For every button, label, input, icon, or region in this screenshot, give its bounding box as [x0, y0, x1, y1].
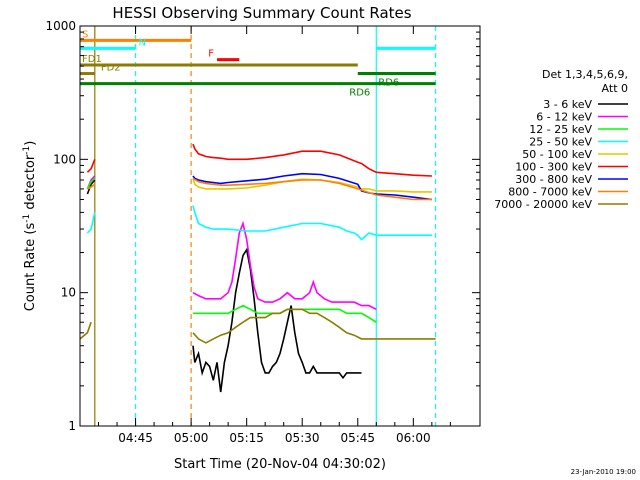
legend-label-5: 100 - 300 keV	[515, 161, 592, 174]
y-tick-label-0: 1	[68, 419, 76, 433]
x-tick-label-3: 05:30	[285, 431, 320, 445]
flag-label-7: RD6	[378, 78, 399, 89]
legend-label-2: 12 - 25 keV	[529, 123, 592, 136]
flag-label-4: FD1	[82, 54, 102, 65]
flag-label-3: F	[208, 49, 214, 60]
legend-label-1: 6 - 12 keV	[536, 111, 592, 124]
y-tick-label-3: 1000	[45, 19, 76, 33]
y-axis-label: Count Rate (s-1 detector-1)	[22, 141, 38, 312]
footer-date: 23-Jan-2010 19:00	[571, 468, 636, 476]
y-axis-label-sup1: -1	[22, 214, 32, 223]
series-line-0-1	[192, 247, 362, 393]
legend-label-8: 7000 - 20000 keV	[494, 198, 592, 211]
series-line-8-1	[192, 308, 436, 344]
legend-label-4: 50 - 100 keV	[522, 148, 592, 161]
y-axis-label-part3: )	[23, 141, 38, 146]
x-axis-label: Start Time (20-Nov-04 04:30:02)	[174, 457, 386, 472]
series-line-2-0	[86, 177, 96, 190]
series-line-8-0	[79, 321, 92, 340]
x-tick-label-0: 04:45	[118, 431, 153, 445]
series-line-3-0	[86, 212, 96, 234]
legend-header-line1: Det 1,3,4,5,6,9,	[542, 68, 628, 81]
y-tick-label-2: 100	[53, 152, 76, 166]
flag-label-1: N	[139, 37, 146, 48]
y-axis-ticks: 1 10 100 1000	[45, 19, 480, 433]
x-tick-label-5: 06:00	[396, 431, 431, 445]
series-line-5-1	[192, 143, 432, 177]
x-tick-label-2: 05:15	[229, 431, 264, 445]
series-line-7-1	[192, 177, 432, 201]
series-line-7-0	[87, 183, 96, 190]
y-axis-label-part1: Count Rate (s	[23, 223, 38, 312]
legend-label-6: 300 - 800 keV	[515, 173, 592, 186]
x-tick-label-1: 05:00	[174, 431, 209, 445]
x-axis-ticks: 04:45 05:00 05:15 05:30 05:45 06:00	[98, 26, 451, 445]
series-line-0-0	[86, 179, 96, 195]
series-line-5-0	[86, 159, 96, 173]
legend-label-0: 3 - 6 keV	[543, 98, 592, 111]
flag-label-5: FD2	[101, 63, 121, 74]
y-axis-label-sup2: -1	[22, 146, 32, 155]
plot-frame	[79, 25, 481, 427]
y-axis-label-part2: detector	[23, 154, 38, 214]
y-tick-label-1: 10	[61, 286, 76, 300]
x-tick-label-4: 05:45	[340, 431, 375, 445]
flag-label-6: RD6	[349, 88, 370, 99]
legend-label-3: 25 - 50 keV	[529, 136, 592, 149]
chart-title: HESSI Observing Summary Count Rates	[112, 4, 411, 22]
legend-label-7: 800 - 7000 keV	[508, 186, 592, 199]
series-line-3-1	[192, 205, 432, 241]
flag-label-0: S	[82, 29, 88, 40]
series-line-1-1	[192, 220, 377, 311]
legend-header-line2: Att 0	[602, 82, 628, 95]
